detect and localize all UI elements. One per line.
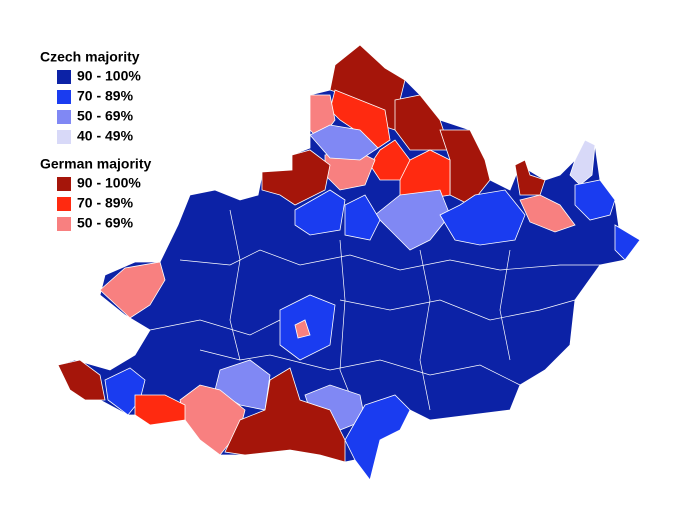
legend-swatch — [57, 177, 71, 191]
region — [514, 159, 546, 196]
district-border — [339, 239, 351, 396]
legend: Czech majority 90 - 100% 70 - 89% 50 - 69% 4… — [40, 49, 151, 231]
district-border — [339, 299, 576, 321]
region — [344, 194, 381, 241]
region — [134, 394, 186, 426]
region — [439, 189, 526, 246]
region — [224, 367, 346, 463]
district-border — [419, 249, 431, 411]
legend-title: Czech majority — [40, 49, 140, 65]
legend-label: 50 - 69% — [77, 108, 134, 124]
region — [394, 94, 451, 151]
region — [99, 261, 166, 319]
district-border — [229, 209, 241, 361]
map-regions — [57, 44, 641, 481]
legend-title: German majority — [40, 156, 151, 172]
region — [261, 149, 331, 206]
region — [309, 124, 379, 161]
district-border — [499, 249, 511, 361]
region — [57, 359, 106, 401]
legend-swatch — [57, 70, 71, 84]
region — [614, 224, 641, 261]
region — [294, 319, 311, 339]
region — [344, 394, 411, 481]
district-border — [199, 349, 521, 386]
district-border — [149, 319, 281, 336]
legend-swatch — [57, 197, 71, 211]
legend-label: 90 - 100% — [77, 175, 141, 191]
legend-swatch — [57, 130, 71, 144]
legend-swatch — [57, 90, 71, 104]
region — [294, 189, 346, 236]
legend-swatch — [57, 217, 71, 231]
legend-label: 50 - 69% — [77, 215, 134, 231]
region — [569, 139, 596, 186]
region — [374, 189, 451, 251]
legend-label: 70 - 89% — [77, 195, 134, 211]
legend-label: 70 - 89% — [77, 88, 134, 104]
region — [574, 179, 616, 221]
district-border — [179, 249, 600, 271]
legend-label: 40 - 49% — [77, 128, 134, 144]
legend-label: 90 - 100% — [77, 68, 141, 84]
legend-swatch — [57, 110, 71, 124]
